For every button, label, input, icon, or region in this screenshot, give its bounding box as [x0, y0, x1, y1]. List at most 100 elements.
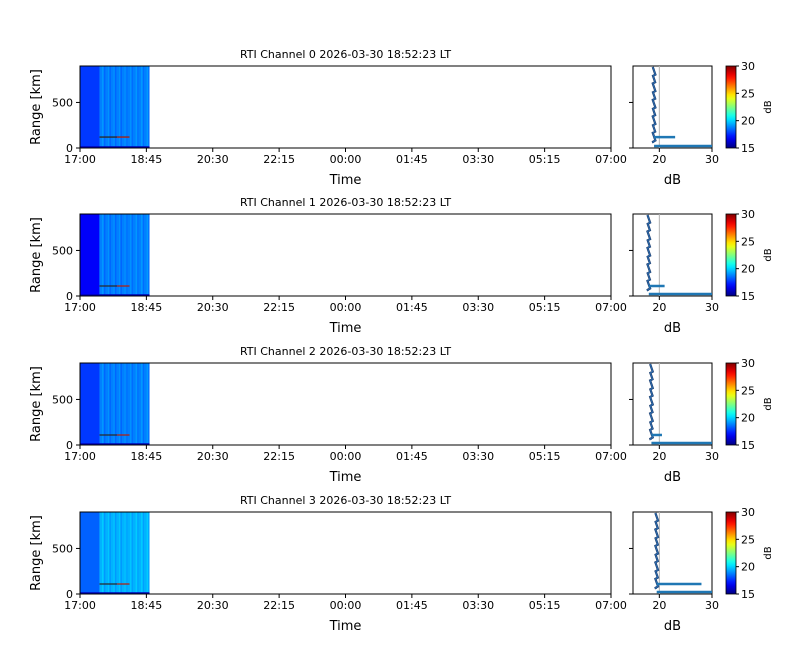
panel-title: RTI Channel 2 2026-03-30 18:52:23 LT — [240, 345, 451, 358]
x-axis-label: Time — [329, 173, 362, 188]
colorbar-gradient — [725, 65, 737, 149]
colorbar-tick-label: 15 — [741, 588, 755, 601]
rti-axes-frame — [79, 65, 612, 149]
y-tick-label: 0 — [66, 142, 73, 155]
x-tick-label: 22:15 — [263, 450, 295, 463]
x-tick-label: 20:30 — [197, 153, 229, 166]
panel-title: RTI Channel 3 2026-03-30 18:52:23 LT — [240, 494, 451, 507]
x-axis-label: Time — [329, 619, 362, 634]
x-tick-label: 05:15 — [529, 153, 561, 166]
colorbar-label: dB — [763, 397, 774, 410]
y-axis-label: Range [km] — [29, 366, 44, 442]
x-tick-label: 01:45 — [396, 450, 428, 463]
x-tick-label: 17:00 — [64, 301, 96, 314]
x-tick-label: 00:00 — [330, 599, 362, 612]
colorbar-tick-label: 30 — [741, 208, 755, 221]
profile-panel-0: 20 30 dB — [629, 65, 719, 188]
colorbar-tick-label: 20 — [741, 263, 755, 276]
x-tick-label: 17:00 — [64, 450, 96, 463]
x-tick-label: 22:15 — [263, 301, 295, 314]
profile-x-tick-label: 20 — [652, 450, 666, 463]
colorbar-tick-label: 25 — [741, 384, 755, 397]
profile-x-axis-label: dB — [664, 321, 681, 336]
colorbar-tick-label: 15 — [741, 439, 755, 452]
y-axis-label: Range [km] — [29, 217, 44, 293]
x-tick-label: 20:30 — [197, 450, 229, 463]
y-axis-label: Range [km] — [29, 515, 44, 591]
profile-x-tick-label: 20 — [652, 153, 666, 166]
colorbar-tick-label: 20 — [741, 115, 755, 128]
x-tick-label: 05:15 — [529, 301, 561, 314]
profile-x-axis-label: dB — [664, 619, 681, 634]
profile-x-tick-label: 20 — [652, 301, 666, 314]
x-tick-label: 18:45 — [131, 301, 163, 314]
profile-curve-inner — [652, 66, 656, 144]
x-tick-label: 17:00 — [64, 599, 96, 612]
colorbar-tick-label: 20 — [741, 561, 755, 574]
rti-axes-frame — [79, 362, 612, 446]
profile-curve-inner — [646, 214, 651, 292]
colorbar-tick-label: 25 — [741, 235, 755, 248]
y-tick-label: 0 — [66, 290, 73, 303]
x-tick-label: 07:00 — [595, 450, 627, 463]
profile-x-tick-label: 30 — [705, 301, 719, 314]
profile-panel-3: 20 30 dB — [629, 511, 719, 634]
profile-curve-inner — [654, 512, 659, 590]
y-tick-label: 500 — [52, 542, 73, 555]
profile-axes-frame — [632, 65, 713, 149]
profile-x-tick-label: 30 — [705, 153, 719, 166]
rti-data-early — [80, 512, 100, 594]
colorbar-label: dB — [763, 100, 774, 113]
x-tick-label: 05:15 — [529, 450, 561, 463]
x-tick-label: 22:15 — [263, 153, 295, 166]
rti-panel-1: RTI Channel 1 2026-03-30 18:52:23 LT 17:0… — [29, 196, 627, 336]
colorbar-3: 15 20 25 30 dB — [725, 506, 774, 601]
x-tick-label: 01:45 — [396, 301, 428, 314]
x-tick-label: 03:30 — [462, 153, 494, 166]
panel-title: RTI Channel 0 2026-03-30 18:52:23 LT — [240, 48, 451, 61]
x-axis-label: Time — [329, 321, 362, 336]
colorbar-tick-label: 30 — [741, 506, 755, 519]
colorbar-gradient — [725, 213, 737, 297]
x-axis-label: Time — [329, 470, 362, 485]
profile-axes-frame — [632, 511, 713, 595]
x-tick-label: 20:30 — [197, 301, 229, 314]
x-tick-label: 00:00 — [330, 153, 362, 166]
rti-data-early — [80, 66, 100, 148]
colorbar-tick-label: 30 — [741, 357, 755, 370]
x-tick-label: 18:45 — [131, 153, 163, 166]
x-tick-label: 18:45 — [131, 450, 163, 463]
profile-x-axis-label: dB — [664, 470, 681, 485]
x-tick-label: 22:15 — [263, 599, 295, 612]
colorbar-label: dB — [763, 546, 774, 559]
rti-data-early — [80, 214, 100, 296]
colorbar-label: dB — [763, 248, 774, 261]
x-tick-label: 20:30 — [197, 599, 229, 612]
x-tick-label: 03:30 — [462, 450, 494, 463]
x-tick-label: 07:00 — [595, 301, 627, 314]
x-tick-label: 07:00 — [595, 599, 627, 612]
profile-panel-2: 20 30 dB — [629, 362, 719, 485]
colorbar-gradient — [725, 362, 737, 446]
colorbar-tick-label: 20 — [741, 412, 755, 425]
profile-panel-1: 20 30 dB — [629, 213, 719, 336]
rti-panel-2: RTI Channel 2 2026-03-30 18:52:23 LT 17:0… — [29, 345, 627, 485]
x-tick-label: 05:15 — [529, 599, 561, 612]
profile-axes-frame — [632, 213, 713, 297]
x-tick-label: 18:45 — [131, 599, 163, 612]
x-tick-label: 00:00 — [330, 301, 362, 314]
rti-panel-0: RTI Channel 0 2026-03-30 18:52:23 LT 17:0… — [29, 48, 627, 188]
y-tick-label: 500 — [52, 244, 73, 257]
colorbar-tick-label: 25 — [741, 87, 755, 100]
colorbar-tick-label: 25 — [741, 533, 755, 546]
x-tick-label: 17:00 — [64, 153, 96, 166]
colorbar-2: 15 20 25 30 dB — [725, 357, 774, 452]
profile-x-tick-label: 20 — [652, 599, 666, 612]
x-tick-label: 01:45 — [396, 599, 428, 612]
y-tick-label: 0 — [66, 439, 73, 452]
x-tick-label: 03:30 — [462, 599, 494, 612]
colorbar-tick-label: 15 — [741, 142, 755, 155]
profile-axes-frame — [632, 362, 713, 446]
panel-title: RTI Channel 1 2026-03-30 18:52:23 LT — [240, 196, 451, 209]
